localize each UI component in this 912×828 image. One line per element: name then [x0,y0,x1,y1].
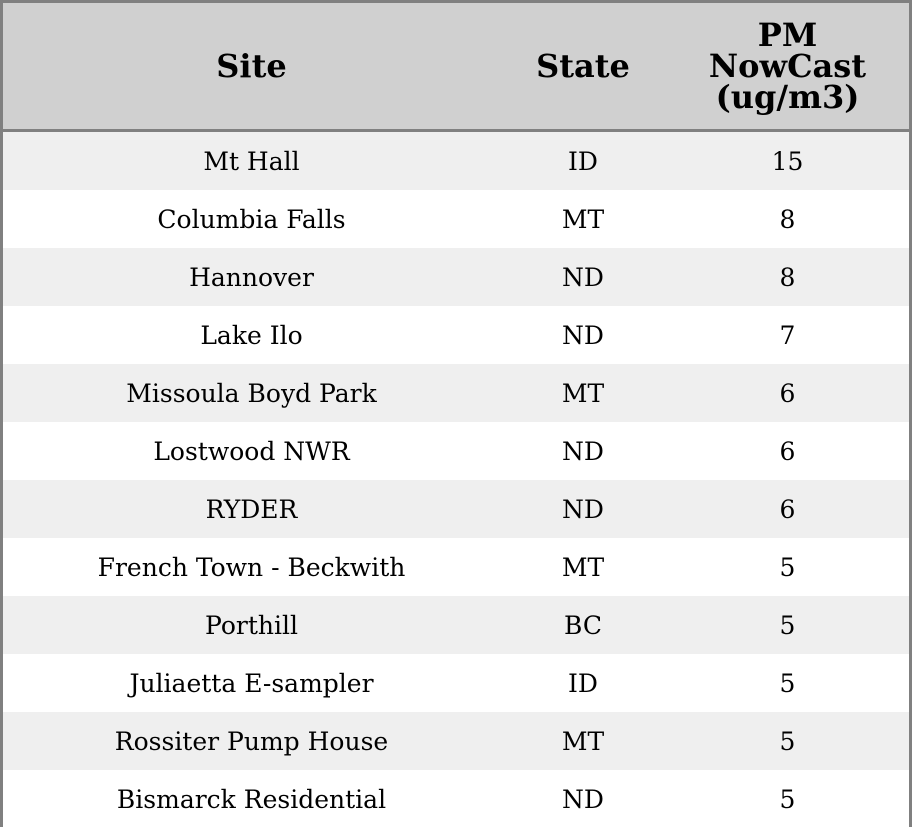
table-row: Lostwood NWR ND 6 [3,422,909,480]
pm-cell: 5 [666,654,909,712]
site-cell: Hannover [3,248,500,306]
table-row: Bismarck Residential ND 5 [3,770,909,828]
header-text: Site [216,46,287,85]
pm-cell: 15 [666,130,909,190]
table-row: Mt Hall ID 15 [3,130,909,190]
site-cell: RYDER [3,480,500,538]
site-cell: Missoula Boyd Park [3,364,500,422]
header-text: State [536,46,630,85]
pm-cell: 6 [666,422,909,480]
pm-cell: 8 [666,190,909,248]
table-row: Rossiter Pump House MT 5 [3,712,909,770]
header-state: State [500,3,666,132]
table-row: Juliaetta E-sampler ID 5 [3,654,909,712]
site-cell: Bismarck Residential [3,770,500,828]
state-cell: ND [500,422,666,480]
pm-cell: 8 [666,248,909,306]
site-cell: Mt Hall [3,130,500,190]
site-cell: Juliaetta E-sampler [3,654,500,712]
state-cell: ND [500,306,666,364]
table-row: Hannover ND 8 [3,248,909,306]
header-text: PM [757,15,818,54]
state-cell: MT [500,538,666,596]
pm-cell: 6 [666,480,909,538]
header-row: Site State PM NowCast (ug/m3) [3,3,909,132]
site-cell: Porthill [3,596,500,654]
pm-table: Site State PM NowCast (ug/m3) Mt Hall ID 15 Col… [3,3,909,828]
state-cell: MT [500,190,666,248]
pm-cell: 7 [666,306,909,364]
header-text: (ug/m3) [715,77,860,116]
table-row: Porthill BC 5 [3,596,909,654]
site-cell: Lake Ilo [3,306,500,364]
pm-cell: 5 [666,770,909,828]
pm-cell: 5 [666,538,909,596]
header-site: Site [3,3,500,132]
state-cell: ND [500,770,666,828]
state-cell: ND [500,248,666,306]
pm-cell: 5 [666,596,909,654]
site-cell: Lostwood NWR [3,422,500,480]
state-cell: ID [500,654,666,712]
state-cell: ND [500,480,666,538]
table-row: French Town - Beckwith MT 5 [3,538,909,596]
site-cell: Rossiter Pump House [3,712,500,770]
pm-cell: 6 [666,364,909,422]
table-row: Columbia Falls MT 8 [3,190,909,248]
table-row: Lake Ilo ND 7 [3,306,909,364]
site-cell: French Town - Beckwith [3,538,500,596]
header-pm-nowcast: PM NowCast (ug/m3) [666,3,909,132]
state-cell: MT [500,712,666,770]
site-cell: Columbia Falls [3,190,500,248]
table-row: RYDER ND 6 [3,480,909,538]
state-cell: ID [500,130,666,190]
table-row: Missoula Boyd Park MT 6 [3,364,909,422]
header-text: NowCast [708,46,867,85]
state-cell: BC [500,596,666,654]
pm-cell: 5 [666,712,909,770]
state-cell: MT [500,364,666,422]
